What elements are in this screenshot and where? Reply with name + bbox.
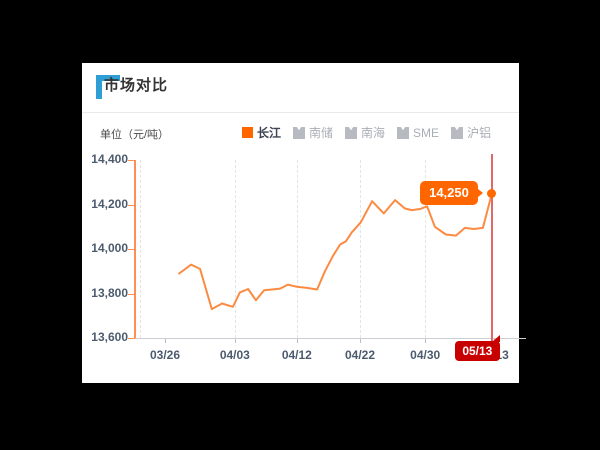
price-line-chart [178, 192, 493, 311]
legend-item-hulv[interactable]: 沪铝 [451, 124, 491, 141]
y-axis-label: 13,600 [91, 330, 128, 344]
vertical-gridline [140, 160, 142, 338]
x-axis-tick [234, 339, 236, 343]
y-axis-label: 14,000 [91, 241, 128, 255]
highlight-date-line [490, 154, 493, 342]
legend-item-label: 沪铝 [467, 126, 492, 140]
legend-item-nanhai[interactable]: 南海 [345, 124, 385, 141]
value-tooltip: 14,250 [420, 181, 483, 206]
header-divider [82, 112, 519, 113]
date-badge: 05/13 [454, 335, 500, 361]
y-axis-tick [128, 338, 135, 339]
series-toggle-icon [451, 126, 464, 139]
legend-item-label: SME [413, 125, 440, 140]
market-comparison-card: 市场对比 单位（元/吨） 长江 南储 南海 SME 沪铝 14, [82, 63, 526, 383]
legend-item-sme[interactable]: SME [397, 126, 439, 140]
y-axis-tick [128, 204, 135, 206]
legend-item-label: 南海 [361, 126, 386, 140]
price-line-series [178, 192, 493, 311]
x-axis-tick [165, 339, 167, 343]
x-axis-tick [296, 339, 298, 343]
last-point-dot [487, 188, 497, 198]
vertical-gridline [234, 160, 236, 338]
legend-item-label: 长江 [257, 126, 282, 140]
y-axis-tick [128, 249, 135, 250]
series-toggle-icon [345, 126, 358, 139]
x-axis-line [134, 338, 526, 339]
x-axis-label: 04/12 [281, 348, 312, 362]
y-axis-label: 14,400 [91, 152, 128, 166]
vertical-gridline [425, 160, 427, 338]
series-toggle-icon [397, 126, 410, 139]
x-axis-label: 03/26 [150, 348, 181, 362]
legend: 长江 南储 南海 SME 沪铝 [242, 124, 491, 141]
y-axis-label: 13,800 [91, 285, 128, 300]
legend-item-label: 南储 [309, 126, 334, 140]
x-axis-label: 04/30 [410, 348, 441, 362]
legend-item-nanchu[interactable]: 南储 [293, 124, 333, 141]
y-axis-tick [128, 293, 135, 295]
y-axis-tick [128, 160, 135, 161]
vertical-gridline [296, 160, 298, 338]
unit-label: 单位（元/吨） [100, 129, 170, 141]
selected-series-swatch-icon [242, 127, 253, 138]
corner-bracket-icon [96, 75, 120, 99]
y-axis-label: 14,200 [91, 196, 128, 211]
page-title: 市场对比 [104, 77, 169, 94]
x-axis-label: 04/03 [219, 348, 250, 362]
legend-item-changjiang[interactable]: 长江 [242, 124, 281, 141]
series-toggle-icon [293, 126, 306, 139]
chart-plot-area[interactable]: 14,250 05/13 13,600 13,800 14,000 14,200 14,… [91, 152, 526, 362]
vertical-gridline [360, 160, 362, 338]
y-axis-line [134, 160, 136, 339]
x-axis-tick [360, 339, 362, 343]
x-axis-tick [425, 339, 427, 343]
x-axis-label: 04/22 [345, 348, 376, 362]
